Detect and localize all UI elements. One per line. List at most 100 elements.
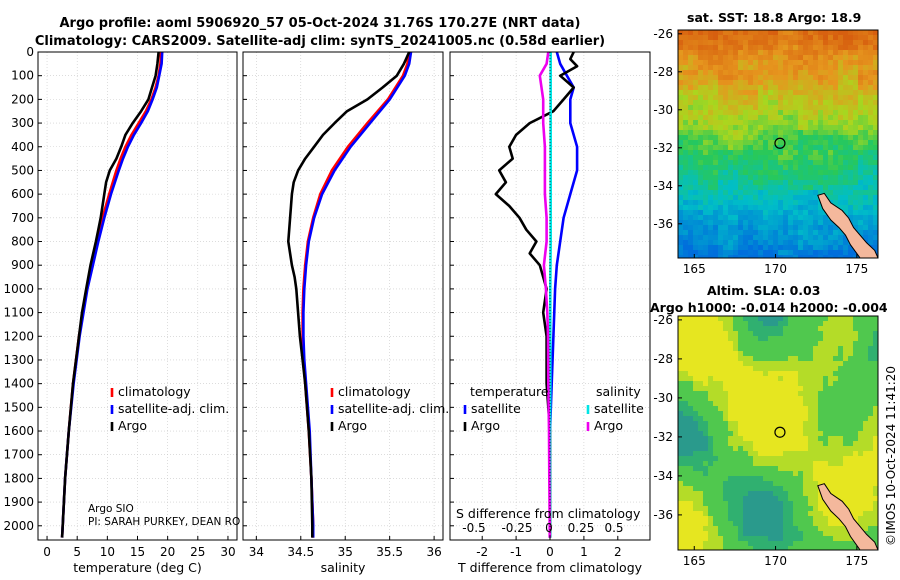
sla-map-cell <box>723 446 729 452</box>
sla-map-cell <box>733 316 739 322</box>
sla-map-cell <box>753 461 759 467</box>
sla-map-cell <box>728 351 734 357</box>
sla-map-cell <box>748 441 754 447</box>
sst-map-cell <box>688 245 694 251</box>
sla-map-cell <box>868 426 874 432</box>
sst-map-cell <box>698 200 704 206</box>
sla-map-cell <box>873 531 878 537</box>
sst-map-cell <box>753 55 759 61</box>
sst-map-cell <box>803 185 809 191</box>
sst-map-cell <box>683 205 689 211</box>
sst-map-cell <box>738 65 744 71</box>
sst-map-cell <box>678 220 684 226</box>
sla-map-cell <box>843 501 849 507</box>
x-tick-label: 0 <box>43 545 51 559</box>
sla-map-cell <box>838 341 844 347</box>
sla-map-cell <box>808 501 814 507</box>
sst-map-cell <box>818 215 824 221</box>
sla-map-cell <box>738 351 744 357</box>
sla-map-cell <box>703 506 709 512</box>
sla-map-cell <box>868 521 874 527</box>
sla-map-cell <box>743 481 749 487</box>
sla-map-cell <box>818 351 824 357</box>
sla-map-cell <box>768 421 774 427</box>
sst-map-cell <box>688 215 694 221</box>
sst-map-cell <box>848 40 854 46</box>
x-tick-label: 10 <box>100 545 115 559</box>
sst-map-cell <box>778 75 784 81</box>
sla-map-cell <box>788 386 794 392</box>
sla-map-cell <box>833 366 839 372</box>
sst-map-cell <box>703 35 709 41</box>
sla-map-cell <box>738 401 744 407</box>
sla-map-cell <box>798 336 804 342</box>
sla-map-cell <box>778 536 784 542</box>
sst-map-cell <box>748 120 754 126</box>
sla-map-cell <box>708 331 714 337</box>
map-y-tick-label: -30 <box>653 103 673 117</box>
sla-map-cell <box>733 516 739 522</box>
sla-map-cell <box>688 486 694 492</box>
sla-map-cell <box>788 466 794 472</box>
sst-map-cell <box>763 30 769 36</box>
sla-map-cell <box>753 541 759 547</box>
sla-map-cell <box>783 451 789 457</box>
sst-map-cell <box>843 150 849 156</box>
sst-map-cell <box>843 65 849 71</box>
sst-map-cell <box>703 115 709 121</box>
sst-map-cell <box>758 220 764 226</box>
sla-map-cell <box>703 371 709 377</box>
sst-map-cell <box>788 175 794 181</box>
sst-map-cell <box>703 70 709 76</box>
sst-map-cell <box>683 170 689 176</box>
sla-map-cell <box>798 526 804 532</box>
sst-map-cell <box>723 30 729 36</box>
map-y-tick-label: -30 <box>653 391 673 405</box>
sst-map-cell <box>778 65 784 71</box>
sst-map-cell <box>793 165 799 171</box>
sla-map-cell <box>803 521 809 527</box>
sst-map-cell <box>838 100 844 106</box>
sla-map-cell <box>873 401 878 407</box>
sst-map-cell <box>743 185 749 191</box>
sst-map-cell <box>678 165 684 171</box>
figure-title-line1: Argo profile: aoml 5906920_57 05-Oct-202… <box>59 16 581 31</box>
sst-map-cell <box>713 240 719 246</box>
sla-map-cell <box>743 341 749 347</box>
sst-map-cell <box>783 60 789 66</box>
sst-map-cell <box>738 55 744 61</box>
sla-map-cell <box>853 491 859 497</box>
sst-map-cell <box>798 70 804 76</box>
sla-map-cell <box>758 456 764 462</box>
sla-map-cell <box>708 361 714 367</box>
sst-map-cell <box>758 135 764 141</box>
sst-map-cell <box>808 135 814 141</box>
map-x-tick-label: 165 <box>683 262 706 276</box>
sst-map-cell <box>688 120 694 126</box>
sla-map-cell <box>743 371 749 377</box>
sst-map-cell <box>713 135 719 141</box>
sst-map-cell <box>818 90 824 96</box>
sst-map-cell <box>768 60 774 66</box>
sla-map-cell <box>683 361 689 367</box>
legend-t-diff-label: satellite <box>471 401 521 416</box>
sla-map-cell <box>788 316 794 322</box>
sst-map-cell <box>853 105 859 111</box>
sst-map-cell <box>693 145 699 151</box>
sst-map-cell <box>863 35 869 41</box>
sst-map-cell <box>823 130 829 136</box>
map-x-tick-label: 165 <box>683 554 706 568</box>
sla-map-cell <box>703 361 709 367</box>
sla-map-cell <box>803 531 809 537</box>
sla-map-cell <box>743 506 749 512</box>
sst-map-cell <box>688 30 694 36</box>
sst-map-cell <box>758 125 764 131</box>
sst-map-cell <box>803 75 809 81</box>
sst-map-cell <box>763 140 769 146</box>
sla-map-cell <box>798 521 804 527</box>
sst-map-cell <box>678 155 684 161</box>
sst-map-cell <box>783 110 789 116</box>
sla-map-cell <box>763 531 769 537</box>
sst-map-cell <box>773 105 779 111</box>
sst-map-cell <box>698 30 704 36</box>
